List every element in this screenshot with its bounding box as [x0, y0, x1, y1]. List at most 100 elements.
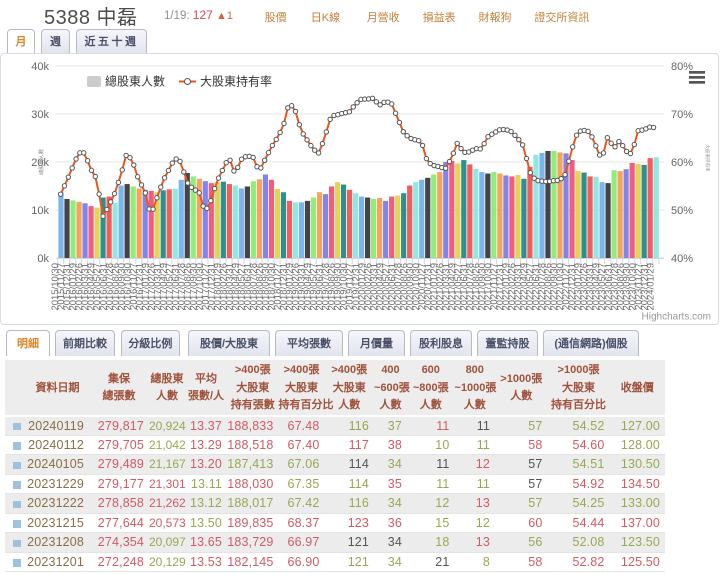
svg-text:2021/08/26: 2021/08/26: [471, 263, 482, 311]
svg-text:2017/09/30: 2017/09/30: [188, 263, 199, 311]
svg-text:2021/02/26: 2021/02/26: [435, 263, 446, 311]
svg-text:2021/07/28: 2021/07/28: [465, 263, 476, 311]
svg-text:2018/06/31: 2018/06/31: [243, 263, 254, 311]
svg-text:大股東持有率: 大股東持有率: [704, 144, 711, 172]
svg-text:2021/04/29: 2021/04/29: [447, 263, 458, 311]
svg-text:2016/12/31: 2016/12/31: [134, 263, 145, 311]
svg-text:2022/02/26: 2022/02/26: [507, 263, 518, 311]
svg-text:2023/11/27: 2023/11/27: [633, 263, 644, 310]
svg-text:2020/05/27: 2020/05/27: [381, 263, 392, 311]
svg-text:2019/09/30: 2019/09/30: [333, 263, 344, 311]
svg-text:2017/11/27: 2017/11/27: [200, 263, 211, 310]
svg-text:2022/05/27: 2022/05/27: [525, 263, 536, 311]
svg-text:2017/04/29: 2017/04/29: [158, 263, 169, 311]
svg-text:2015/11/27: 2015/11/27: [56, 263, 67, 310]
svg-text:2016/09/30: 2016/09/30: [116, 263, 127, 311]
svg-text:2019/01/29: 2019/01/29: [285, 263, 296, 311]
svg-text:2016/04/29: 2016/04/29: [86, 263, 97, 311]
svg-text:2021/03/31: 2021/03/31: [441, 263, 452, 311]
svg-text:10k: 10k: [31, 205, 49, 217]
svg-text:2017/02/26: 2017/02/26: [146, 263, 157, 311]
svg-text:2021/06/31: 2021/06/31: [459, 263, 470, 311]
svg-text:2019/10/30: 2019/10/30: [339, 263, 350, 311]
svg-text:2021/11/27: 2021/11/27: [489, 263, 500, 310]
svg-text:2019/12/31: 2019/12/31: [351, 263, 362, 311]
svg-text:2020/06/31: 2020/06/31: [387, 263, 398, 311]
svg-text:2017/12/31: 2017/12/31: [206, 263, 217, 311]
svg-text:2020/10/30: 2020/10/30: [411, 263, 422, 311]
svg-text:2022/04/29: 2022/04/29: [519, 263, 530, 311]
svg-text:2023/07/28: 2023/07/28: [609, 263, 620, 311]
svg-text:2021/10/30: 2021/10/30: [483, 263, 494, 311]
svg-text:60%: 60%: [671, 157, 693, 169]
svg-text:2021/12/31: 2021/12/31: [495, 263, 506, 311]
svg-text:2016/01/29: 2016/01/29: [68, 263, 79, 311]
svg-text:2022/06/31: 2022/06/31: [531, 263, 542, 311]
svg-text:2017/03/31: 2017/03/31: [152, 263, 163, 311]
svg-text:2023/06/31: 2023/06/31: [603, 263, 614, 311]
svg-text:2016/07/28: 2016/07/28: [104, 263, 115, 311]
svg-text:2017/06/31: 2017/06/31: [170, 263, 181, 311]
svg-text:2021/09/30: 2021/09/30: [477, 263, 488, 311]
svg-text:0k: 0k: [37, 253, 49, 265]
svg-text:2019/11/27: 2019/11/27: [345, 263, 356, 310]
svg-text:2018/03/31: 2018/03/31: [225, 263, 236, 311]
svg-text:2018/10/30: 2018/10/30: [267, 263, 278, 311]
svg-text:2023/08/26: 2023/08/26: [615, 263, 626, 311]
svg-text:2016/06/31: 2016/06/31: [98, 263, 109, 311]
svg-text:2016/02/26: 2016/02/26: [74, 263, 85, 311]
svg-text:2023/10/30: 2023/10/30: [627, 263, 638, 311]
svg-text:2018/04/29: 2018/04/29: [231, 263, 242, 311]
svg-text:2023/05/27: 2023/05/27: [597, 263, 608, 311]
svg-text:大股東持有率: 大股東持有率: [200, 74, 272, 89]
svg-text:2022/09/30: 2022/09/30: [549, 263, 560, 311]
svg-text:2015/12/31: 2015/12/31: [62, 263, 73, 311]
svg-text:2016/03/31: 2016/03/31: [80, 263, 91, 311]
svg-text:2020/09/30: 2020/09/30: [405, 263, 416, 311]
svg-text:2023/09/30: 2023/09/30: [621, 263, 632, 311]
svg-text:Highcharts.com: Highcharts.com: [642, 312, 711, 323]
svg-text:2021/01/29: 2021/01/29: [429, 263, 440, 311]
svg-text:70%: 70%: [671, 109, 693, 121]
svg-text:2021/05/27: 2021/05/27: [453, 263, 464, 311]
svg-text:2020/04/29: 2020/04/29: [375, 263, 386, 311]
svg-text:2016/05/27: 2016/05/27: [92, 263, 103, 311]
svg-text:2019/05/27: 2019/05/27: [309, 263, 320, 311]
svg-text:2020/08/26: 2020/08/26: [399, 263, 410, 311]
svg-text:2022/03/31: 2022/03/31: [513, 263, 524, 311]
svg-text:2022/08/26: 2022/08/26: [543, 263, 554, 311]
svg-text:2020/02/26: 2020/02/26: [363, 263, 374, 311]
svg-text:2024/01/29: 2024/01/29: [645, 263, 656, 311]
svg-text:2017/07/28: 2017/07/28: [176, 263, 187, 311]
svg-text:2019/02/26: 2019/02/26: [291, 263, 302, 311]
svg-text:2022/10/30: 2022/10/30: [555, 263, 566, 311]
svg-text:2017/10/30: 2017/10/30: [194, 263, 205, 311]
svg-text:2020/01/29: 2020/01/29: [357, 263, 368, 311]
svg-text:2016/10/30: 2016/10/30: [122, 263, 133, 311]
svg-text:30k: 30k: [31, 109, 49, 121]
svg-text:2019/08/26: 2019/08/26: [327, 263, 338, 311]
svg-text:2018/09/30: 2018/09/30: [261, 263, 272, 311]
svg-text:2019/04/29: 2019/04/29: [303, 263, 314, 311]
svg-text:2022/07/28: 2022/07/28: [537, 263, 548, 311]
svg-text:總股東人數: 總股東人數: [105, 74, 165, 89]
svg-text:2023/04/29: 2023/04/29: [591, 263, 602, 311]
svg-text:2017/05/27: 2017/05/27: [164, 263, 175, 311]
svg-text:2016/11/27: 2016/11/27: [128, 263, 139, 310]
svg-text:2018/08/26: 2018/08/26: [255, 263, 266, 311]
svg-text:2018/07/28: 2018/07/28: [249, 263, 260, 311]
svg-text:40k: 40k: [31, 61, 49, 73]
svg-text:總股東人數: 總股東人數: [37, 149, 45, 175]
svg-text:80%: 80%: [671, 61, 693, 73]
svg-text:2016/08/26: 2016/08/26: [110, 263, 121, 311]
svg-text:2022/11/27: 2022/11/27: [561, 263, 572, 310]
svg-text:2020/03/31: 2020/03/31: [369, 263, 380, 311]
svg-text:2018/05/27: 2018/05/27: [237, 263, 248, 311]
svg-text:2019/06/31: 2019/06/31: [315, 263, 326, 311]
svg-text:50%: 50%: [671, 205, 693, 217]
svg-text:40%: 40%: [671, 253, 693, 265]
svg-text:2018/12/31: 2018/12/31: [279, 263, 290, 311]
svg-text:2019/07/28: 2019/07/28: [321, 263, 332, 311]
svg-text:2017/01/29: 2017/01/29: [140, 263, 151, 311]
svg-text:2023/12/31: 2023/12/31: [639, 263, 650, 311]
